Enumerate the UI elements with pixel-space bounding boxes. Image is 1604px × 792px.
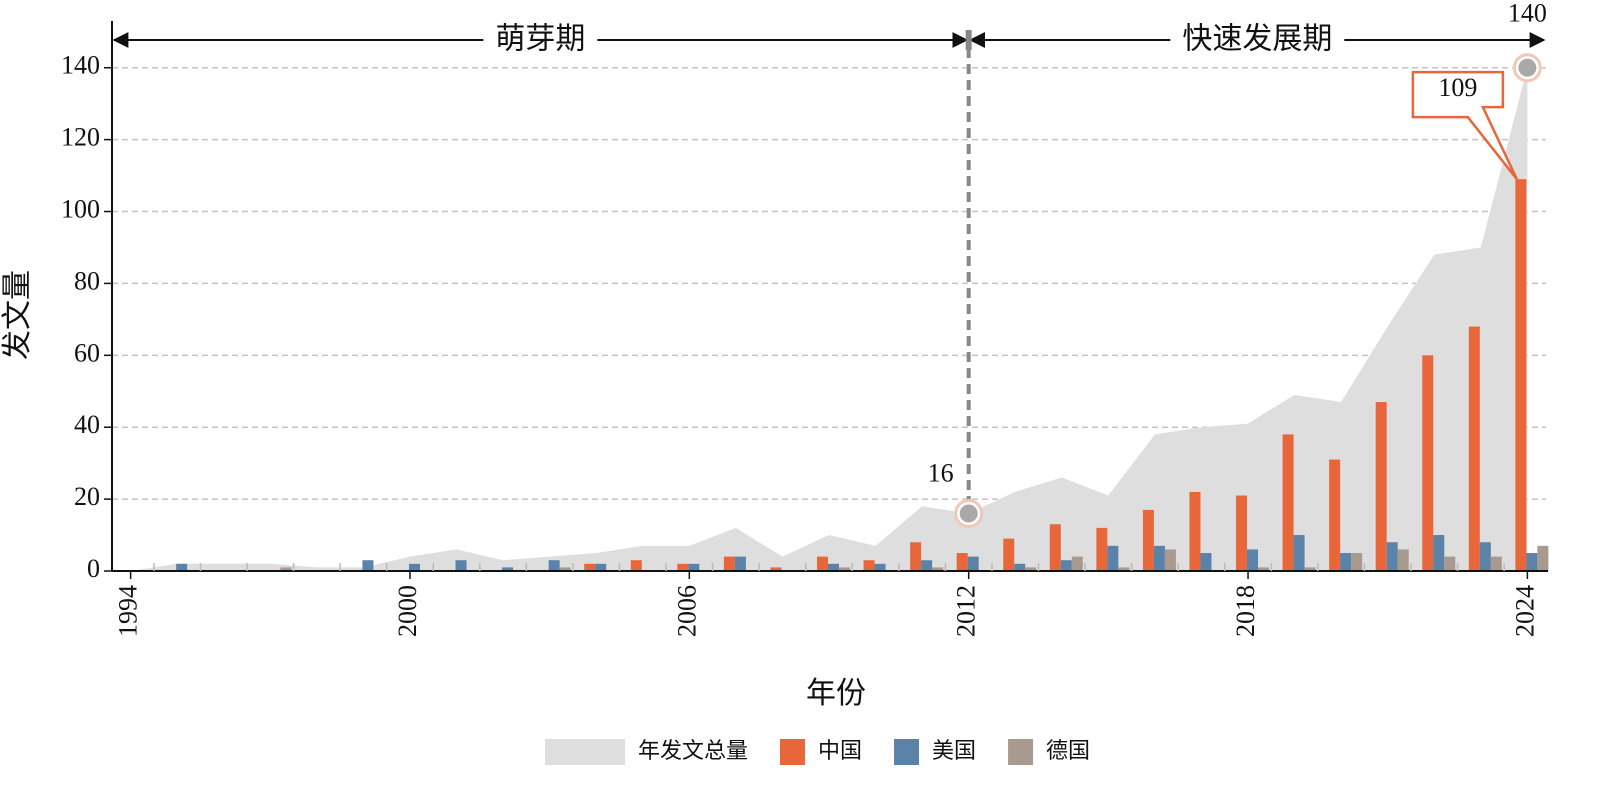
y-tick-label: 60 bbox=[74, 338, 100, 367]
y-tick-label: 20 bbox=[74, 482, 100, 511]
legend-swatch bbox=[780, 739, 806, 765]
legend-label: 中国 bbox=[818, 739, 862, 764]
bar bbox=[1025, 567, 1037, 571]
bar bbox=[1096, 527, 1108, 571]
bar bbox=[1200, 553, 1212, 571]
bar bbox=[584, 563, 596, 571]
bar bbox=[455, 560, 467, 571]
value-label: 140 bbox=[1508, 0, 1547, 28]
legend-swatch bbox=[1008, 739, 1034, 765]
bar bbox=[559, 567, 571, 571]
total-area bbox=[130, 67, 1528, 571]
bar bbox=[1014, 563, 1026, 571]
bar bbox=[362, 560, 374, 571]
bar bbox=[280, 567, 292, 571]
bar bbox=[1386, 542, 1398, 571]
bar bbox=[688, 563, 700, 571]
bar bbox=[1351, 553, 1363, 571]
phase-label: 快速发展期 bbox=[1182, 22, 1332, 57]
phase-label-bg bbox=[483, 22, 598, 58]
phase-label-bg bbox=[1170, 22, 1345, 58]
bar bbox=[1164, 549, 1176, 571]
bar bbox=[408, 563, 420, 571]
legend-label: 美国 bbox=[932, 739, 976, 764]
bar bbox=[1490, 556, 1502, 571]
x-tick-label: 2012 bbox=[952, 585, 981, 637]
callout-box bbox=[1411, 70, 1519, 180]
bar bbox=[1397, 549, 1409, 571]
bar bbox=[817, 556, 828, 571]
bar bbox=[1515, 179, 1527, 572]
legend-swatch bbox=[894, 739, 920, 765]
highlight-dot bbox=[1518, 58, 1537, 77]
bar bbox=[1340, 553, 1352, 571]
bar bbox=[1142, 509, 1154, 571]
bar bbox=[1153, 545, 1165, 571]
bar bbox=[1479, 542, 1491, 571]
bar bbox=[1422, 355, 1434, 571]
legend-label: 年发文总量 bbox=[638, 739, 748, 764]
bar bbox=[839, 567, 850, 571]
bar bbox=[956, 553, 968, 571]
bar bbox=[921, 560, 933, 571]
phase-label: 萌芽期 bbox=[495, 22, 585, 57]
bar bbox=[1003, 538, 1015, 571]
value-label: 109 bbox=[1438, 73, 1477, 102]
highlight-dot bbox=[959, 504, 978, 523]
y-tick-label: 80 bbox=[74, 266, 100, 295]
bar bbox=[1258, 567, 1270, 571]
bar bbox=[1375, 402, 1387, 571]
x-tick-label: 2024 bbox=[1510, 585, 1539, 637]
bar bbox=[1236, 495, 1248, 571]
x-tick-label: 2006 bbox=[672, 585, 701, 637]
bar bbox=[1537, 545, 1549, 571]
bar bbox=[1282, 434, 1294, 571]
phase-divider-cap bbox=[965, 30, 972, 50]
legend-swatch bbox=[545, 739, 625, 765]
bar bbox=[1060, 560, 1072, 571]
x-tick-label: 2018 bbox=[1231, 585, 1260, 637]
x-tick-label: 1994 bbox=[114, 585, 143, 637]
bar bbox=[1526, 553, 1538, 571]
x-tick-label: 2000 bbox=[393, 585, 422, 637]
bar bbox=[630, 560, 642, 571]
bar bbox=[1433, 535, 1445, 571]
bar bbox=[863, 560, 875, 571]
bar bbox=[1118, 567, 1130, 571]
bar bbox=[677, 563, 689, 571]
bar bbox=[1293, 535, 1305, 571]
bar bbox=[548, 560, 560, 571]
bar bbox=[828, 563, 839, 571]
bar bbox=[1444, 556, 1456, 571]
y-tick-label: 40 bbox=[74, 410, 100, 439]
y-axis-title: 发文量 bbox=[1, 270, 34, 360]
bar bbox=[1189, 491, 1201, 571]
bar bbox=[1071, 556, 1083, 571]
bar bbox=[967, 556, 979, 571]
bar bbox=[770, 567, 782, 571]
x-axis-title: 年份 bbox=[806, 677, 866, 710]
bar bbox=[595, 563, 607, 571]
bar bbox=[910, 542, 922, 571]
y-tick-label: 120 bbox=[61, 123, 100, 152]
bar bbox=[176, 563, 188, 571]
bar bbox=[1049, 524, 1061, 571]
bar bbox=[1329, 459, 1341, 571]
y-tick-label: 140 bbox=[61, 51, 100, 80]
bar bbox=[723, 556, 735, 571]
y-tick-label: 100 bbox=[61, 194, 100, 223]
bar bbox=[1304, 567, 1316, 571]
bar bbox=[734, 556, 746, 571]
value-label: 16 bbox=[928, 458, 954, 487]
bar bbox=[1468, 326, 1480, 571]
bar bbox=[874, 563, 886, 571]
legend-label: 德国 bbox=[1046, 739, 1090, 764]
bar bbox=[932, 567, 944, 571]
bar bbox=[1107, 545, 1119, 571]
y-tick-label: 0 bbox=[87, 554, 100, 583]
bar bbox=[1247, 549, 1259, 571]
bar bbox=[502, 567, 514, 571]
